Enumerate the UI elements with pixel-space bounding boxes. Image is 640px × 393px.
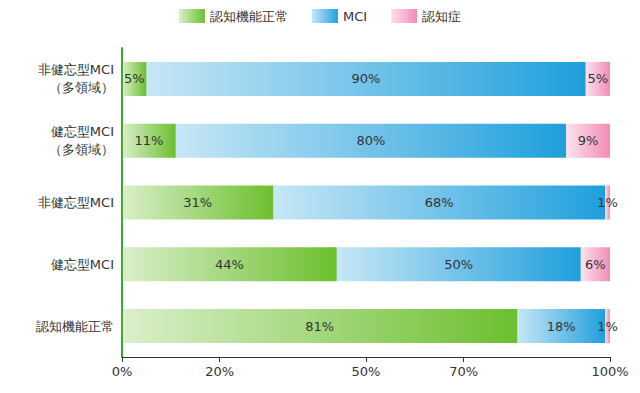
svg-text:18%: 18% bbox=[547, 319, 576, 334]
svg-text:認知機能正常: 認知機能正常 bbox=[210, 9, 288, 24]
svg-text:健忘型MCI: 健忘型MCI bbox=[51, 257, 114, 272]
svg-text:非健忘型MCI: 非健忘型MCI bbox=[38, 195, 114, 210]
svg-text:11%: 11% bbox=[134, 133, 163, 148]
svg-text:70%: 70% bbox=[449, 364, 478, 379]
svg-text:MCI: MCI bbox=[343, 9, 367, 24]
svg-text:6%: 6% bbox=[585, 257, 606, 272]
svg-text:5%: 5% bbox=[587, 71, 608, 86]
svg-text:（多領域）: （多領域） bbox=[49, 142, 114, 157]
svg-text:5%: 5% bbox=[124, 71, 145, 86]
svg-text:1%: 1% bbox=[597, 195, 618, 210]
svg-text:31%: 31% bbox=[183, 195, 212, 210]
svg-text:50%: 50% bbox=[444, 257, 473, 272]
svg-text:81%: 81% bbox=[305, 319, 334, 334]
svg-text:90%: 90% bbox=[352, 71, 381, 86]
svg-text:44%: 44% bbox=[215, 257, 244, 272]
svg-text:68%: 68% bbox=[425, 195, 454, 210]
svg-text:80%: 80% bbox=[356, 133, 385, 148]
svg-text:1%: 1% bbox=[597, 319, 618, 334]
svg-text:20%: 20% bbox=[205, 364, 234, 379]
svg-text:認知症: 認知症 bbox=[422, 9, 461, 24]
svg-text:認知機能正常: 認知機能正常 bbox=[36, 319, 114, 334]
svg-text:50%: 50% bbox=[352, 364, 381, 379]
svg-text:（多領域）: （多領域） bbox=[49, 80, 114, 95]
svg-text:100%: 100% bbox=[591, 364, 628, 379]
svg-text:健忘型MCI: 健忘型MCI bbox=[51, 124, 114, 139]
svg-text:0%: 0% bbox=[112, 364, 133, 379]
svg-text:9%: 9% bbox=[578, 133, 599, 148]
svg-text:非健忘型MCI: 非健忘型MCI bbox=[38, 62, 114, 77]
